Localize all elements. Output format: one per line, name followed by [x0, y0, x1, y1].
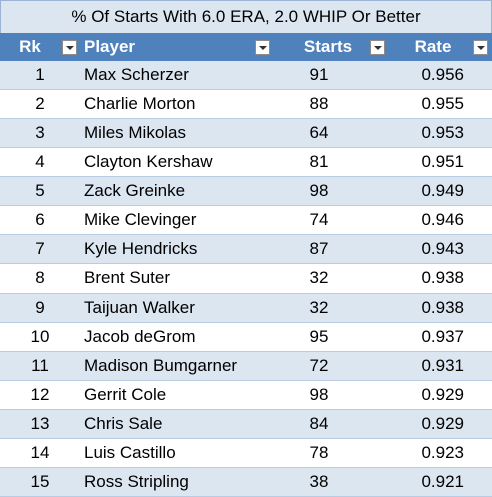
rate-cell: 0.953	[421, 123, 464, 143]
table-row: 10 Jacob deGrom 95 0.937	[0, 322, 492, 352]
starts-cell: 95	[309, 326, 329, 346]
player-cell: Chris Sale	[84, 413, 163, 433]
table-row: 12 Gerrit Cole 98 0.929	[0, 380, 492, 410]
rate-cell: 0.943	[421, 239, 464, 259]
rate-cell: 0.923	[421, 442, 464, 462]
rate-cell: 0.929	[421, 384, 464, 404]
filter-button[interactable]	[255, 40, 270, 55]
player-cell: Max Scherzer	[84, 65, 189, 85]
rank-cell: 10	[30, 326, 50, 346]
table-row: 1 Max Scherzer 91 0.956	[0, 61, 492, 91]
rank-cell: 5	[35, 181, 45, 201]
starts-cell: 98	[309, 181, 329, 201]
player-cell: Luis Castillo	[84, 442, 176, 462]
rate-cell: 0.946	[421, 210, 464, 230]
table-row: 3 Miles Mikolas 64 0.953	[0, 119, 492, 149]
table-row: 14 Luis Castillo 78 0.923	[0, 438, 492, 468]
starts-cell: 84	[309, 413, 329, 433]
player-cell: Clayton Kershaw	[84, 152, 213, 172]
rate-cell: 0.956	[421, 65, 464, 85]
starts-cell: 81	[309, 152, 329, 172]
rank-cell: 11	[31, 355, 49, 375]
starts-cell: 64	[309, 123, 329, 143]
rate-cell: 0.937	[421, 326, 464, 346]
player-cell: Kyle Hendricks	[84, 239, 198, 259]
player-cell: Gerrit Cole	[84, 384, 167, 404]
rank-cell: 4	[35, 152, 45, 172]
rank-cell: 14	[30, 442, 50, 462]
rank-cell: 8	[35, 268, 45, 288]
starts-cell: 38	[309, 471, 329, 491]
table-row: 15 Ross Stripling 38 0.921	[0, 467, 492, 497]
table-row: 6 Mike Clevinger 74 0.946	[0, 206, 492, 236]
rate-cell: 0.938	[421, 268, 464, 288]
rank-cell: 7	[35, 239, 45, 259]
rate-cell: 0.955	[421, 94, 464, 114]
column-header: Rate	[414, 36, 452, 56]
table-row: 2 Charlie Morton 88 0.955	[0, 90, 492, 120]
rate-cell: 0.951	[421, 152, 464, 172]
player-cell: Charlie Morton	[84, 94, 196, 114]
filter-button[interactable]	[473, 40, 488, 55]
header-row: Rk Player Starts Rate	[0, 33, 492, 61]
rate-cell: 0.921	[421, 471, 464, 491]
starts-cell: 74	[309, 210, 329, 230]
player-cell: Jacob deGrom	[84, 326, 196, 346]
table-row: 4 Clayton Kershaw 81 0.951	[0, 148, 492, 178]
player-cell: Taijuan Walker	[84, 297, 195, 317]
player-cell: Brent Suter	[84, 268, 170, 288]
starts-cell: 88	[309, 94, 329, 114]
starts-cell: 98	[309, 384, 329, 404]
rate-cell: 0.938	[421, 297, 464, 317]
rate-cell: 0.949	[421, 181, 464, 201]
player-cell: Zack Greinke	[84, 181, 186, 201]
rank-cell: 15	[30, 471, 50, 491]
table-title: % Of Starts With 6.0 ERA, 2.0 WHIP Or Be…	[0, 0, 492, 34]
rank-cell: 6	[35, 210, 45, 230]
player-cell: Madison Bumgarner	[84, 355, 238, 375]
table-row: 13 Chris Sale 84 0.929	[0, 409, 492, 439]
rank-cell: 2	[35, 94, 45, 114]
starts-cell: 32	[309, 297, 329, 317]
column-header: Player	[84, 36, 136, 56]
table-row: 8 Brent Suter 32 0.938	[0, 264, 492, 294]
rate-cell: 0.929	[421, 413, 464, 433]
rank-cell: 3	[35, 123, 45, 143]
table-row: 11 Madison Bumgarner 72 0.931	[0, 351, 492, 381]
rank-cell: 13	[30, 413, 50, 433]
filter-button[interactable]	[62, 40, 77, 55]
starts-cell: 91	[309, 65, 329, 85]
player-cell: Miles Mikolas	[84, 123, 187, 143]
column-header: Starts	[303, 36, 353, 56]
rate-cell: 0.931	[421, 355, 464, 375]
filter-button[interactable]	[370, 40, 385, 55]
rank-cell: 1	[35, 65, 45, 85]
rank-cell: 9	[35, 297, 45, 317]
starts-cell: 87	[309, 239, 329, 259]
table-row: 9 Taijuan Walker 32 0.938	[0, 293, 492, 323]
starts-cell: 72	[309, 355, 329, 375]
starts-cell: 32	[309, 268, 329, 288]
column-header: Rk	[19, 36, 41, 56]
rank-cell: 12	[30, 384, 50, 404]
table-row: 5 Zack Greinke 98 0.949	[0, 177, 492, 207]
table-row: 7 Kyle Hendricks 87 0.943	[0, 235, 492, 265]
player-cell: Mike Clevinger	[84, 210, 197, 230]
player-cell: Ross Stripling	[84, 471, 189, 491]
starts-cell: 78	[309, 442, 329, 462]
